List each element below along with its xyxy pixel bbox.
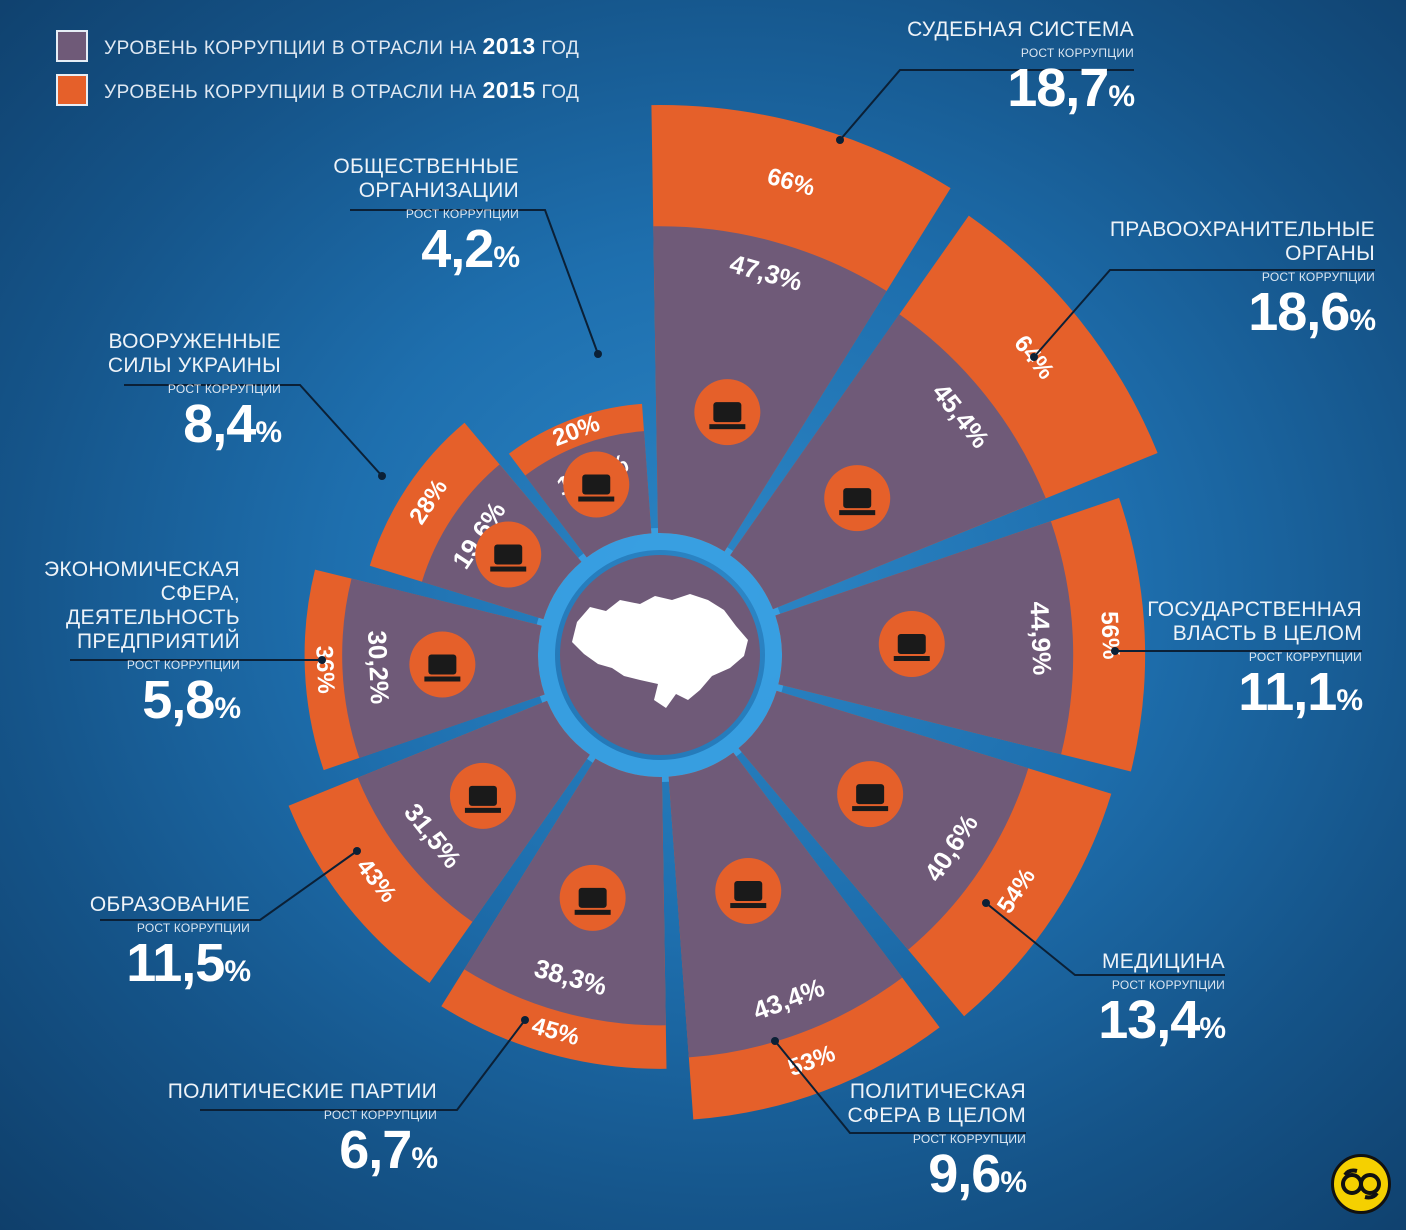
sector-label: ЭКОНОМИЧЕСКАЯ СФЕРА, ДЕЯТЕЛЬНОСТЬ ПРЕДПР… xyxy=(44,558,241,737)
leader-dot xyxy=(1030,353,1038,361)
sector-label: ПОЛИТИЧЕСКАЯ СФЕРА В ЦЕЛОМ РОСТ КОРРУПЦИИ… xyxy=(847,1080,1027,1211)
growth-caption: РОСТ КОРРУПЦИИ xyxy=(323,1108,437,1122)
legend-text: УРОВЕНЬ КОРРУПЦИИ В ОТРАСЛИ НА 2013 ГОД xyxy=(104,32,580,59)
value-label-2015: 56% xyxy=(1095,611,1124,660)
growth-value: 4,2% xyxy=(421,219,520,279)
leader-line xyxy=(1033,269,1375,358)
gavel-icon xyxy=(694,379,761,446)
leader-line xyxy=(985,902,1225,976)
leader-dot xyxy=(521,1016,529,1024)
growth-caption: РОСТ КОРРУПЦИИ xyxy=(1111,978,1225,992)
sector-label: СУДЕБНАЯ СИСТЕМА РОСТ КОРРУПЦИИ 18,7% xyxy=(907,18,1135,125)
sector-name: ПОЛИТИЧЕСКИЕ ПАРТИИ xyxy=(167,1080,437,1103)
growth-caption: РОСТ КОРРУПЦИИ xyxy=(1261,270,1375,284)
growth-caption: РОСТ КОРРУПЦИИ xyxy=(405,207,519,221)
legend-swatch-2015 xyxy=(56,74,88,106)
growth-caption: РОСТ КОРРУПЦИИ xyxy=(126,658,240,672)
growth-value: 5,8% xyxy=(142,670,241,730)
tank-icon xyxy=(475,521,542,588)
leader-dot xyxy=(594,350,602,358)
growth-caption: РОСТ КОРРУПЦИИ xyxy=(167,382,281,396)
growth-value: 18,7% xyxy=(1007,58,1135,118)
leader-line xyxy=(350,209,599,355)
sector-label: ОБРАЗОВАНИЕ РОСТ КОРРУПЦИИ 11,5% xyxy=(89,893,251,1000)
medicine-caduceus-icon xyxy=(837,761,904,828)
legend-text: УРОВЕНЬ КОРРУПЦИИ В ОТРАСЛИ НА 2015 ГОД xyxy=(104,76,580,103)
sector-name: ПРАВООХРАНИТЕЛЬНЫЕ ОРГАНЫ xyxy=(1109,218,1375,265)
sector-name: СУДЕБНАЯ СИСТЕМА xyxy=(907,18,1134,41)
growth-value: 18,6% xyxy=(1248,282,1376,342)
growth-value: 9,6% xyxy=(928,1144,1027,1204)
leader-line xyxy=(839,69,1134,141)
bar-2013 xyxy=(668,752,903,1058)
growth-caption: РОСТ КОРРУПЦИИ xyxy=(1248,650,1362,664)
leader-line xyxy=(200,1019,526,1111)
growth-value: 13,4% xyxy=(1098,990,1226,1050)
growth-value: 8,4% xyxy=(183,394,282,454)
sector-name: ЭКОНОМИЧЕСКАЯ СФЕРА, ДЕЯТЕЛЬНОСТЬ ПРЕДПР… xyxy=(44,558,240,653)
value-label-2013: 44,9% xyxy=(1024,601,1057,676)
ukraine-map-icon xyxy=(572,594,748,708)
party-group-icon xyxy=(559,864,626,931)
sector-label: ПРАВООХРАНИТЕЛЬНЫЕ ОРГАНЫ РОСТ КОРРУПЦИИ 1… xyxy=(1109,218,1376,349)
sector-label: ВООРУЖЕННЫЕ СИЛЫ УКРАИНЫ РОСТ КОРРУПЦИИ 8,… xyxy=(107,330,282,461)
money-hand-icon xyxy=(409,631,476,698)
legend-swatch-2013 xyxy=(56,30,88,62)
leader-dot xyxy=(1111,647,1119,655)
yellow-logo-icon xyxy=(1331,1154,1391,1214)
legend-item-2015: УРОВЕНЬ КОРРУПЦИИ В ОТРАСЛИ НА 2015 ГОД xyxy=(56,70,579,110)
value-label-2013: 30,2% xyxy=(362,630,395,705)
legend: УРОВЕНЬ КОРРУПЦИИ В ОТРАСЛИ НА 2013 ГОД … xyxy=(56,26,579,114)
sector-name: ВООРУЖЕННЫЕ СИЛЫ УКРАИНЫ xyxy=(107,330,281,377)
inner-ring xyxy=(533,528,787,782)
leader-dot xyxy=(353,847,361,855)
sector-label: МЕДИЦИНА РОСТ КОРРУПЦИИ 13,4% xyxy=(1098,950,1226,1057)
sector-label: ГОСУДАРСТВЕННАЯ ВЛАСТЬ В ЦЕЛОМ РОСТ КОРРУ… xyxy=(1147,598,1363,729)
leader-line xyxy=(124,384,383,477)
growth-caption: РОСТ КОРРУПЦИИ xyxy=(1020,46,1134,60)
sector-name: МЕДИЦИНА xyxy=(1101,950,1225,973)
bar-2013 xyxy=(730,314,1046,610)
graduation-cap-icon xyxy=(449,762,516,829)
government-building-icon xyxy=(878,611,945,678)
leader-dot xyxy=(982,899,990,907)
leader-dot xyxy=(318,656,326,664)
speaker-podium-icon xyxy=(715,858,782,925)
growth-caption: РОСТ КОРРУПЦИИ xyxy=(136,921,250,935)
growth-value: 6,7% xyxy=(339,1120,438,1180)
sector-name: ОБРАЗОВАНИЕ xyxy=(89,893,250,916)
police-officer-icon xyxy=(824,465,891,532)
leader-line xyxy=(774,1040,1026,1134)
leader-dot xyxy=(378,472,386,480)
leader-dot xyxy=(836,136,844,144)
sector-label: ОБЩЕСТВЕННЫЕ ОРГАНИЗАЦИИ РОСТ КОРРУПЦИИ 4,… xyxy=(333,155,520,286)
growth-caption: РОСТ КОРРУПЦИИ xyxy=(912,1132,1026,1146)
people-group-icon xyxy=(563,451,630,518)
leader-line xyxy=(100,850,358,921)
growth-value: 11,5% xyxy=(126,933,251,993)
value-label-2015: 36% xyxy=(310,645,339,694)
sector-name: ПОЛИТИЧЕСКАЯ СФЕРА В ЦЕЛОМ xyxy=(847,1080,1026,1127)
bar-2013 xyxy=(653,226,887,552)
sector-name: ОБЩЕСТВЕННЫЕ ОРГАНИЗАЦИИ xyxy=(333,155,519,202)
sector-label: ПОЛИТИЧЕСКИЕ ПАРТИИ РОСТ КОРРУПЦИИ 6,7% xyxy=(167,1080,438,1187)
legend-item-2013: УРОВЕНЬ КОРРУПЦИИ В ОТРАСЛИ НА 2013 ГОД xyxy=(56,26,579,66)
sector-name: ГОСУДАРСТВЕННАЯ ВЛАСТЬ В ЦЕЛОМ xyxy=(1147,598,1362,645)
leader-dot xyxy=(771,1037,779,1045)
growth-value: 11,1% xyxy=(1238,662,1363,722)
